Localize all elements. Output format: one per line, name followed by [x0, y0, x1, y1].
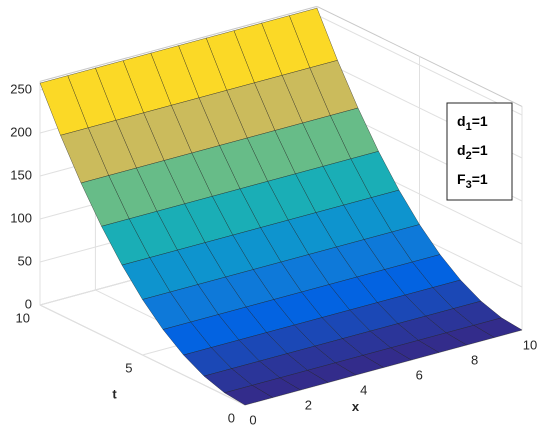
box-edge — [39, 5, 318, 82]
legend-subscript: 2 — [466, 150, 472, 162]
y-tick-label: 0 — [228, 410, 235, 425]
legend-subscript: 3 — [466, 179, 472, 191]
legend-value: =1 — [472, 142, 488, 158]
y-axis-label: t — [112, 386, 117, 401]
z-tick-label: 50 — [18, 253, 32, 268]
legend-symbol: d — [457, 142, 466, 158]
x-tick-label: 8 — [471, 352, 478, 367]
z-tick-label: 250 — [10, 81, 32, 96]
legend-value: =1 — [472, 113, 488, 129]
x-tick-label: 4 — [360, 382, 367, 397]
surface — [39, 7, 523, 406]
x-tick-label: 2 — [305, 397, 312, 412]
z-tick-label: 100 — [10, 210, 32, 225]
x-axis-label: x — [352, 399, 360, 414]
legend-entry: d1=1 — [457, 113, 488, 133]
legend-subscript: 1 — [466, 121, 472, 133]
legend-symbol: F — [457, 171, 466, 187]
legend-box — [446, 102, 513, 201]
legend-value: =1 — [472, 171, 488, 187]
surface-cell — [223, 385, 274, 406]
z-tick-label: 200 — [10, 124, 32, 139]
legend-entry: F3=1 — [457, 171, 488, 191]
y-tick-label: 10 — [16, 310, 30, 325]
z-tick-label: 150 — [10, 167, 32, 182]
z-tick-label: 0 — [25, 296, 32, 311]
x-tick-label: 0 — [249, 412, 256, 427]
y-tick-label: 5 — [125, 360, 132, 375]
x-tick-label: 10 — [523, 337, 537, 352]
x-tick-label: 6 — [416, 367, 423, 382]
legend-entry: d2=1 — [457, 142, 488, 162]
legend: d1=1d2=1F3=1 — [446, 102, 513, 201]
legend-symbol: d — [457, 113, 466, 129]
